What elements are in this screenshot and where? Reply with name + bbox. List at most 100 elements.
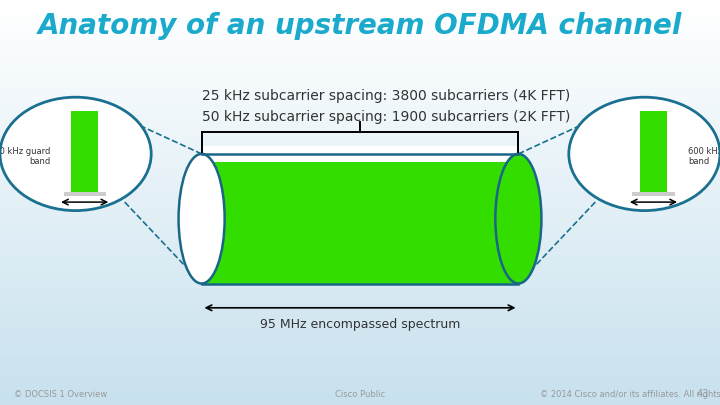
Bar <box>0 390 720 395</box>
Bar <box>632 192 675 196</box>
Bar <box>0 107 720 111</box>
Bar <box>0 380 720 385</box>
Bar <box>0 46 720 51</box>
Bar <box>0 349 720 354</box>
Text: Anatomy of an upstream OFDMA channel: Anatomy of an upstream OFDMA channel <box>38 12 682 40</box>
Bar <box>0 36 720 41</box>
Bar <box>0 177 720 182</box>
Text: 43: 43 <box>697 389 709 399</box>
Bar <box>0 126 720 132</box>
Bar <box>0 10 720 15</box>
Bar <box>640 111 667 192</box>
Bar <box>0 122 720 126</box>
Bar <box>0 233 720 238</box>
Bar <box>0 273 720 279</box>
Text: 25 kHz subcarrier spacing: 3800 subcarriers (4K FFT): 25 kHz subcarrier spacing: 3800 subcarri… <box>202 89 570 103</box>
Bar <box>63 192 106 196</box>
Bar <box>0 269 720 273</box>
Bar <box>0 213 720 218</box>
Bar <box>0 5 720 10</box>
Bar <box>0 288 720 294</box>
Bar <box>0 172 720 177</box>
Text: 600 kHz guard
band: 600 kHz guard band <box>688 147 720 166</box>
Bar <box>0 334 720 339</box>
Bar <box>0 284 720 288</box>
Bar <box>0 360 720 364</box>
Bar <box>0 0 720 5</box>
Bar <box>0 76 720 81</box>
Bar <box>0 294 720 299</box>
Bar <box>0 395 720 400</box>
Bar <box>0 279 720 284</box>
Bar <box>0 238 720 243</box>
Bar <box>0 218 720 223</box>
Bar <box>0 258 720 263</box>
Bar <box>0 223 720 228</box>
Bar <box>0 364 720 369</box>
Text: © 2014 Cisco and/or its affiliates. All rights reserved.: © 2014 Cisco and/or its affiliates. All … <box>540 390 720 399</box>
Bar <box>0 192 720 198</box>
Bar <box>0 314 720 319</box>
Bar <box>0 339 720 344</box>
Bar <box>0 375 720 380</box>
Ellipse shape <box>0 97 151 211</box>
Bar <box>0 91 720 96</box>
Bar <box>0 117 720 121</box>
Text: 95 MHz encompassed spectrum: 95 MHz encompassed spectrum <box>260 318 460 331</box>
Bar <box>0 228 720 233</box>
Bar <box>0 51 720 56</box>
Bar <box>0 253 720 258</box>
Bar <box>0 157 720 162</box>
Bar <box>0 243 720 248</box>
Text: © DOCSIS 1 Overview: © DOCSIS 1 Overview <box>14 390 108 399</box>
Bar <box>0 198 720 202</box>
Bar <box>0 319 720 324</box>
Bar <box>0 56 720 61</box>
Bar <box>0 147 720 152</box>
Bar <box>0 263 720 269</box>
Bar <box>0 207 720 213</box>
Bar <box>0 137 720 142</box>
Bar <box>0 142 720 147</box>
Bar <box>0 344 720 349</box>
Bar <box>0 152 720 157</box>
Bar <box>0 324 720 329</box>
Bar <box>0 202 720 207</box>
Bar <box>0 20 720 25</box>
Bar <box>0 86 720 91</box>
Text: 50 kHz subcarrier spacing: 1900 subcarriers (2K FFT): 50 kHz subcarrier spacing: 1900 subcarri… <box>202 109 570 124</box>
Bar <box>0 40 720 46</box>
Bar <box>0 132 720 137</box>
Bar <box>0 248 720 253</box>
Bar <box>0 111 720 117</box>
Bar <box>0 329 720 334</box>
Bar <box>0 304 720 309</box>
Bar <box>202 154 518 284</box>
Ellipse shape <box>495 154 541 284</box>
Bar <box>0 30 720 36</box>
Bar <box>202 146 518 162</box>
Bar <box>0 182 720 187</box>
Bar <box>0 101 720 107</box>
Bar <box>0 354 720 360</box>
Bar <box>0 385 720 390</box>
Ellipse shape <box>569 97 720 211</box>
Bar <box>0 71 720 76</box>
Bar <box>0 309 720 314</box>
Text: Cisco Public: Cisco Public <box>335 390 385 399</box>
Ellipse shape <box>179 154 225 284</box>
Bar <box>0 96 720 101</box>
Bar <box>0 66 720 71</box>
Bar <box>0 167 720 172</box>
Bar <box>71 111 98 192</box>
Bar <box>0 370 720 375</box>
Bar <box>0 188 720 192</box>
Bar <box>0 25 720 30</box>
Bar <box>0 400 720 405</box>
Bar <box>0 15 720 20</box>
Bar <box>0 162 720 167</box>
Bar <box>0 81 720 86</box>
Bar <box>0 299 720 304</box>
Bar <box>0 61 720 66</box>
Text: 600 kHz guard
band: 600 kHz guard band <box>0 147 50 166</box>
